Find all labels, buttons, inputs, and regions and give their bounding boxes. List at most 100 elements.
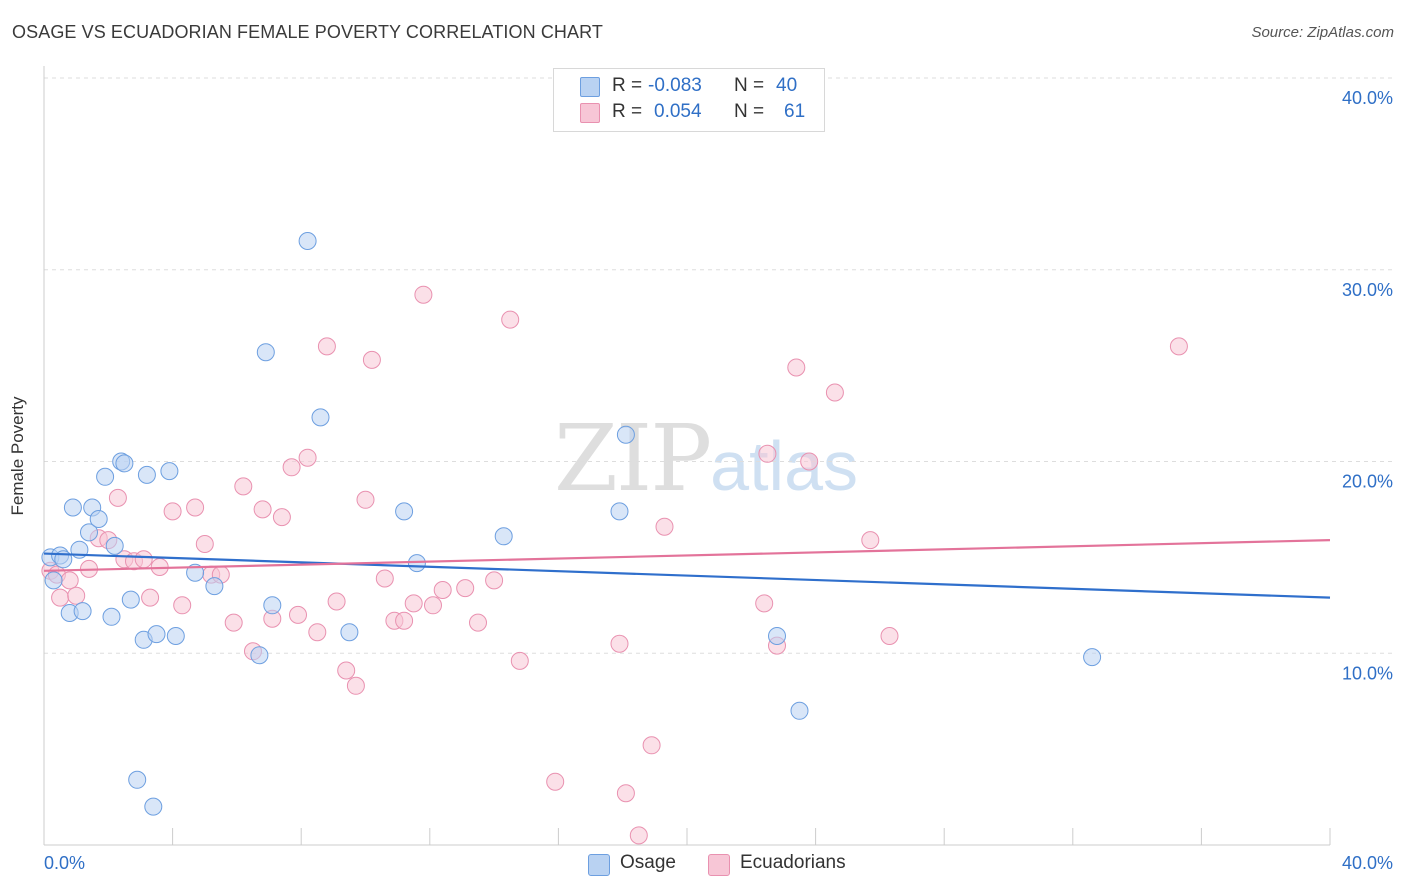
ecuadorians-point bbox=[610, 634, 629, 653]
ecuadorians-point bbox=[546, 772, 565, 791]
osage-point bbox=[115, 454, 134, 473]
osage-legend-label: Osage bbox=[620, 852, 676, 873]
ecuadorians-point bbox=[825, 383, 844, 402]
ecuadorians-point bbox=[755, 594, 774, 613]
ecuadorians-point bbox=[456, 579, 475, 598]
osage-point bbox=[263, 596, 282, 615]
ecuadorians-n-value: 61 bbox=[784, 101, 806, 122]
osage-r-label: R = bbox=[612, 75, 643, 96]
osage-point bbox=[610, 502, 629, 521]
ecuadorians-point bbox=[880, 627, 899, 645]
y-tick-label: 40.0% bbox=[1342, 88, 1393, 108]
ecuadorians-point bbox=[375, 569, 394, 588]
osage-point bbox=[160, 462, 179, 481]
ecuadorians-point bbox=[758, 444, 777, 463]
ecuadorians-point bbox=[308, 623, 327, 642]
ecuadorians-point bbox=[234, 477, 253, 496]
ecuadorians-point bbox=[404, 594, 423, 613]
y-tick-label: 30.0% bbox=[1342, 280, 1393, 300]
osage-point bbox=[616, 425, 635, 444]
correlation-legend: R = -0.083 N = 40 R = 0.054 N = 61 bbox=[553, 68, 825, 132]
ecuadorians-point bbox=[414, 285, 433, 304]
ecuadorians-point bbox=[298, 448, 317, 467]
ecuadorians-trend-line bbox=[43, 539, 1331, 572]
osage-point bbox=[147, 625, 166, 644]
ecuadorians-point bbox=[356, 490, 375, 509]
tick-labels: 10.0% 20.0% 30.0% 40.0% 0.0% 40.0% bbox=[44, 88, 1393, 873]
ecuadorians-swatch bbox=[580, 103, 600, 123]
y-axis-label: Female Poverty bbox=[8, 396, 27, 516]
ecuadorians-point bbox=[317, 337, 336, 356]
osage-point bbox=[63, 498, 82, 517]
osage-point bbox=[494, 527, 513, 546]
ecuadorians-point bbox=[173, 596, 192, 615]
osage-point bbox=[250, 646, 269, 665]
osage-point bbox=[256, 343, 275, 362]
ecuadorians-point bbox=[67, 586, 86, 605]
osage-point bbox=[298, 232, 317, 250]
ecuadorians-points bbox=[41, 285, 1188, 845]
ecuadorians-point bbox=[253, 500, 272, 519]
ecuadorians-legend-swatch bbox=[708, 854, 730, 876]
chart-title: OSAGE VS ECUADORIAN FEMALE POVERTY CORRE… bbox=[12, 22, 603, 42]
ecuadorians-point bbox=[327, 592, 346, 611]
osage-points bbox=[41, 232, 1102, 816]
osage-point bbox=[44, 571, 63, 590]
ecuadorians-point bbox=[163, 502, 182, 521]
osage-point bbox=[144, 797, 163, 816]
ecuadorians-point bbox=[346, 676, 365, 695]
ecuadorians-point bbox=[800, 452, 819, 471]
ecuadorians-point bbox=[629, 826, 648, 845]
osage-legend-swatch bbox=[588, 854, 610, 876]
ecuadorians-point bbox=[108, 488, 127, 507]
osage-point bbox=[395, 502, 414, 521]
ecuadorians-point bbox=[433, 581, 452, 599]
ecuadorians-point bbox=[141, 588, 160, 607]
ecuadorians-point bbox=[60, 571, 79, 590]
osage-point bbox=[73, 602, 92, 621]
osage-point bbox=[105, 536, 124, 555]
osage-point bbox=[166, 627, 185, 645]
ecuadorians-r-label: R = bbox=[612, 101, 643, 122]
ecuadorians-point bbox=[362, 350, 381, 369]
ecuadorians-point bbox=[501, 310, 520, 329]
ecuadorians-point bbox=[272, 508, 291, 527]
osage-point bbox=[128, 770, 147, 789]
ecuadorians-point bbox=[424, 596, 442, 615]
ecuadorians-point bbox=[485, 571, 504, 590]
ecuadorians-point bbox=[616, 784, 635, 803]
osage-point bbox=[96, 467, 115, 486]
osage-n-label: N = bbox=[734, 75, 765, 96]
osage-point bbox=[768, 627, 786, 645]
axes bbox=[43, 66, 1331, 846]
x-tick-label: 40.0% bbox=[1342, 853, 1393, 873]
ecuadorians-point bbox=[861, 531, 880, 550]
watermark-zip: ZIP bbox=[554, 405, 712, 512]
osage-swatch bbox=[580, 77, 600, 97]
osage-point bbox=[340, 623, 359, 642]
osage-trend-line bbox=[43, 552, 1331, 599]
osage-point bbox=[137, 465, 156, 484]
source-credit: Source: ZipAtlas.com bbox=[1251, 24, 1394, 41]
osage-point bbox=[80, 523, 98, 542]
ecuadorians-point bbox=[395, 611, 414, 630]
osage-point bbox=[205, 577, 224, 596]
ecuadorians-point bbox=[337, 661, 356, 680]
ecuadorians-point bbox=[224, 613, 243, 632]
ecuadorians-point bbox=[1169, 337, 1188, 356]
ecuadorians-r-value: 0.054 bbox=[654, 101, 702, 122]
ecuadorians-point bbox=[282, 458, 301, 477]
watermark-atlas: atlas bbox=[710, 427, 859, 505]
osage-point bbox=[102, 607, 121, 626]
osage-point bbox=[311, 408, 330, 427]
y-tick-label: 10.0% bbox=[1342, 663, 1393, 683]
ecuadorians-point bbox=[655, 517, 674, 536]
osage-point bbox=[790, 701, 809, 720]
trend-lines bbox=[43, 539, 1331, 599]
watermark: ZIPatlas bbox=[554, 405, 858, 512]
ecuadorians-point bbox=[787, 358, 806, 377]
osage-point bbox=[121, 590, 140, 609]
ecuadorians-point bbox=[289, 605, 307, 624]
osage-point bbox=[1083, 648, 1102, 667]
